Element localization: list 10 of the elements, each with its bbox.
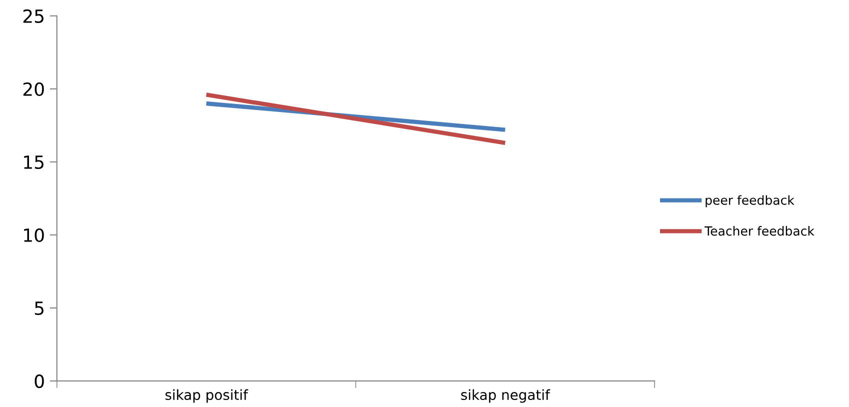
y-tick-label: 25 (23, 9, 44, 23)
x-tick-label: sikap positif (165, 389, 248, 403)
y-tick-label: 5 (34, 302, 44, 316)
legend-label: Teacher feedback (704, 226, 814, 236)
y-tick-label: 10 (24, 228, 44, 242)
legend-label: peer feedback (706, 195, 794, 208)
x-tick-label: sikap negatif (461, 389, 550, 403)
y-tick-label: 20 (23, 82, 44, 96)
y-tick-label: 0 (34, 374, 44, 388)
y-tick-label: 15 (24, 156, 44, 170)
